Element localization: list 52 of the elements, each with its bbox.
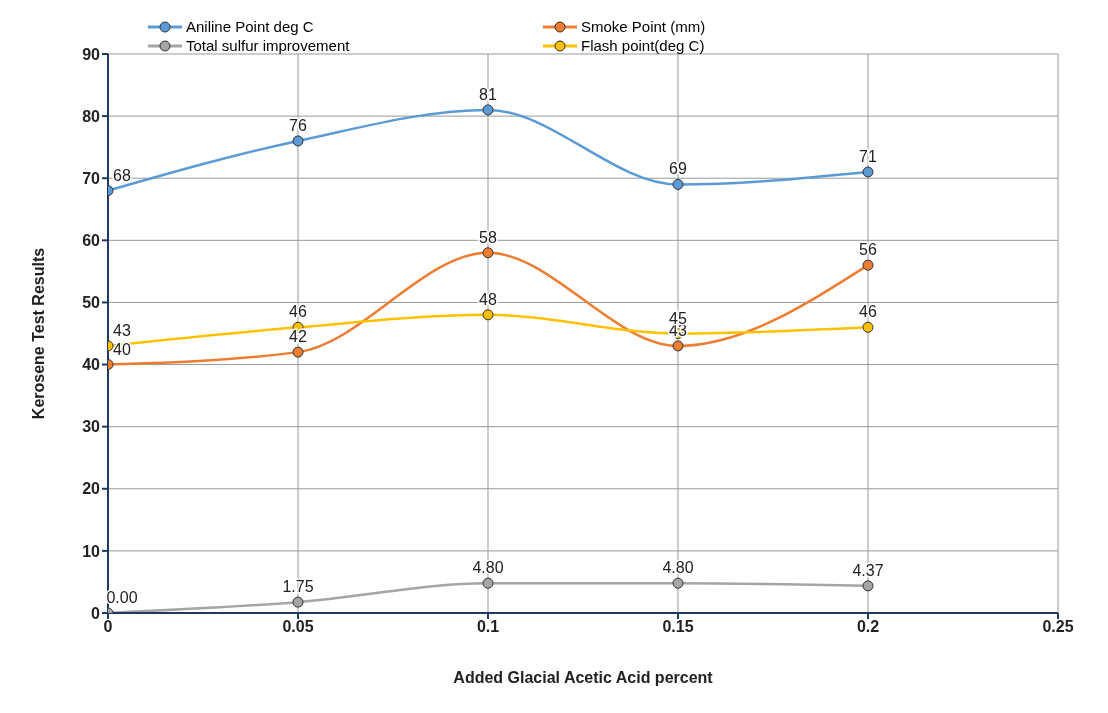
x-tick-label: 0.2 [856, 618, 880, 636]
x-tick-label: 0 [103, 618, 113, 636]
data-label: 68 [113, 166, 131, 184]
x-tick-label: 0.15 [662, 618, 694, 636]
point [292, 596, 304, 608]
y-tick-label: 90 [82, 45, 101, 63]
point [862, 259, 874, 271]
data-label: 4.80 [662, 559, 694, 577]
data-label: 56 [859, 241, 877, 259]
data-label: 48 [479, 290, 497, 308]
point [862, 580, 874, 592]
y-axis-title: Kerosene Test Results [29, 247, 47, 420]
point [482, 104, 494, 116]
point [672, 577, 684, 589]
y-tick-label: 50 [82, 294, 101, 312]
y-tick-label: 40 [82, 356, 101, 374]
y-tick-label: 80 [82, 107, 101, 125]
data-label: 4.37 [852, 561, 884, 579]
y-tick-label: 10 [82, 542, 101, 560]
x-tick-label: 0.25 [1042, 618, 1074, 636]
y-tick-label: 20 [82, 480, 101, 498]
point [862, 321, 874, 333]
y-tick-label: 70 [82, 169, 101, 187]
legend-label: Flash point(deg C) [581, 37, 705, 54]
point [482, 577, 494, 589]
x-tick-label: 0.05 [282, 618, 314, 636]
data-label: 43 [113, 321, 131, 339]
data-label: 46 [289, 303, 307, 321]
y-tick-label: 30 [82, 418, 101, 436]
point [482, 247, 494, 259]
data-label: 69 [669, 160, 687, 178]
data-label: 46 [859, 303, 877, 321]
point [482, 309, 494, 321]
point [292, 135, 304, 147]
data-label: 81 [479, 85, 497, 103]
y-tick-label: 0 [91, 604, 101, 622]
legend-label: Aniline Point deg C [186, 18, 314, 35]
data-label: 71 [859, 148, 877, 166]
point [672, 178, 684, 190]
point [672, 340, 684, 352]
data-label: 58 [479, 228, 497, 246]
data-label: 76 [289, 116, 307, 134]
data-label: 42 [289, 328, 307, 346]
legend-label: Total sulfur improvement [186, 37, 350, 54]
x-tick-label: 0.1 [476, 618, 500, 636]
point [292, 346, 304, 358]
x-axis-title: Added Glacial Acetic Acid percent [453, 669, 714, 686]
data-label: 4.80 [472, 559, 504, 577]
y-tick-label: 60 [82, 232, 101, 250]
data-label: 1.75 [282, 578, 314, 596]
point [862, 166, 874, 178]
legend-label: Smoke Point (mm) [581, 18, 706, 35]
